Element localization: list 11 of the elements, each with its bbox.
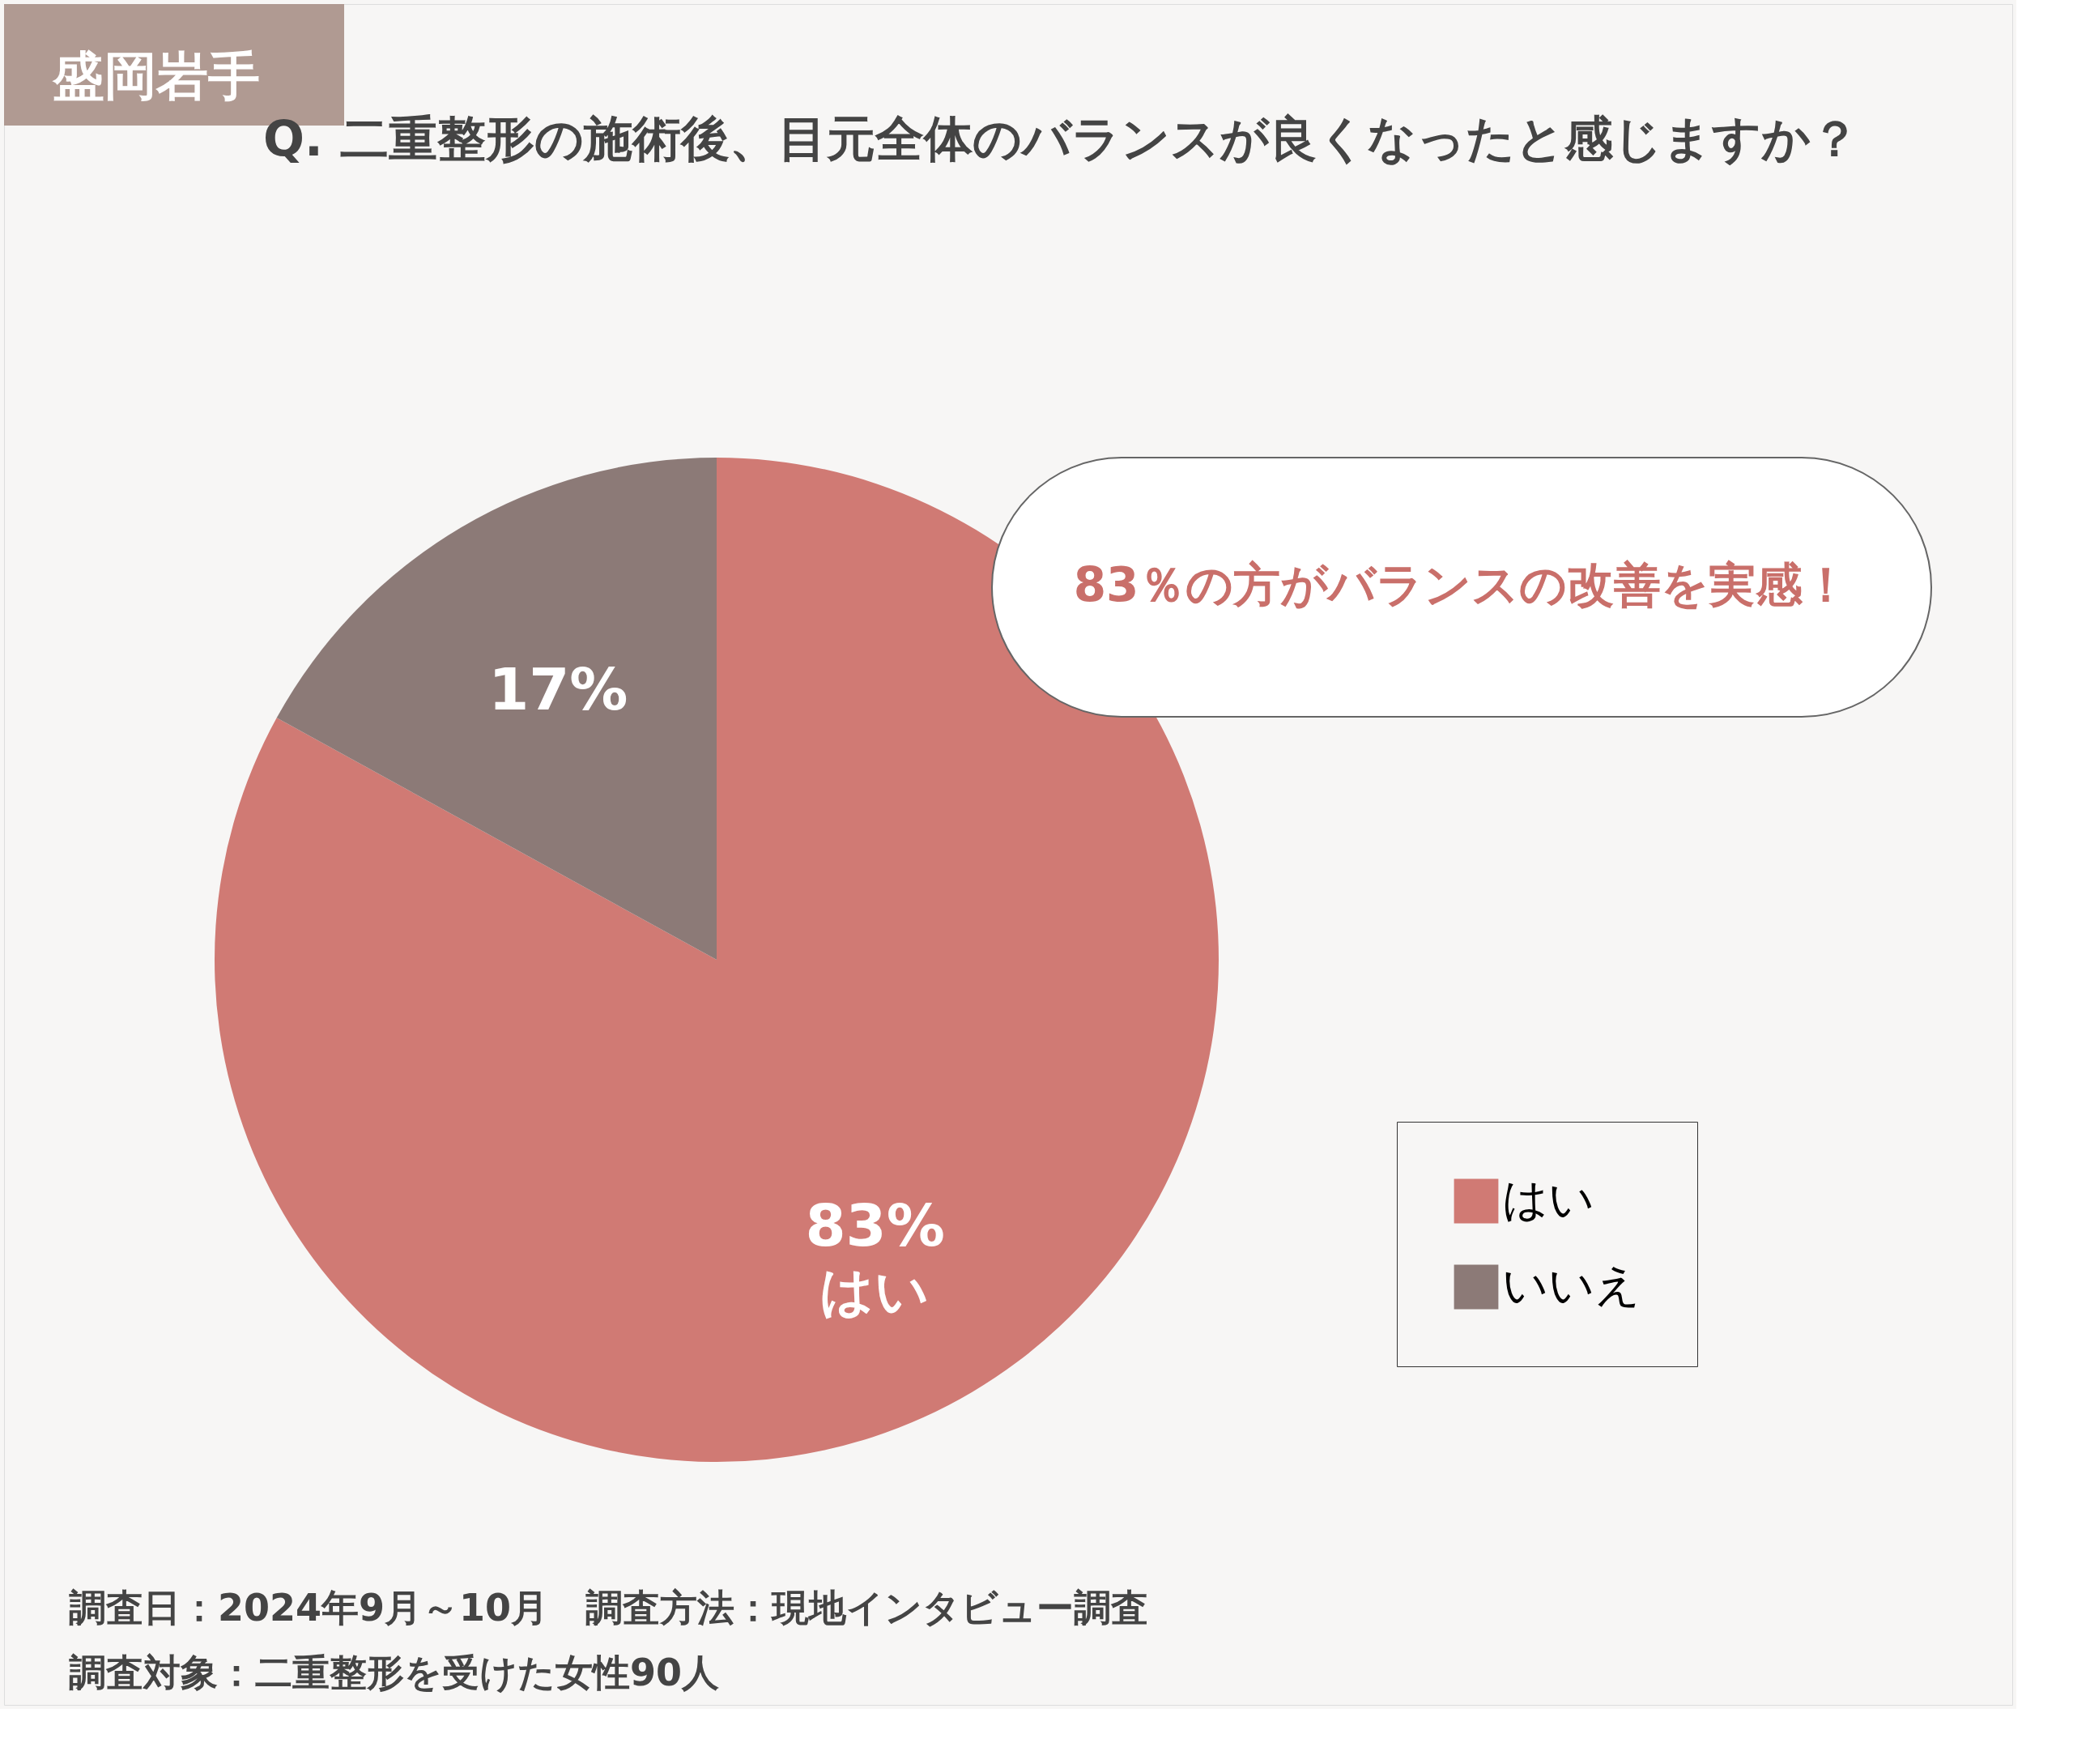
pie-slice — [276, 458, 717, 960]
legend-label: いいえ — [1502, 1259, 1641, 1311]
text: 調査対象：二重整形を受けた女性90人 — [69, 1651, 720, 1694]
data-label: 17% — [488, 655, 628, 724]
legend-label: はい — [1502, 1173, 1594, 1225]
chart-title: Q. 二重整形の施術後、目元全体のバランスが良くなったと感じますか？ — [263, 110, 1859, 167]
text: 調査日：2024年9月～10月 調査方法：現地インタビュー調査 — [69, 1586, 1149, 1630]
text: はい — [819, 1260, 930, 1323]
text: 83％の方がバランスの改善を実感！ — [1073, 557, 1850, 612]
text: 盛岡岩手 — [52, 46, 260, 106]
data-label: 83% — [805, 1191, 945, 1259]
